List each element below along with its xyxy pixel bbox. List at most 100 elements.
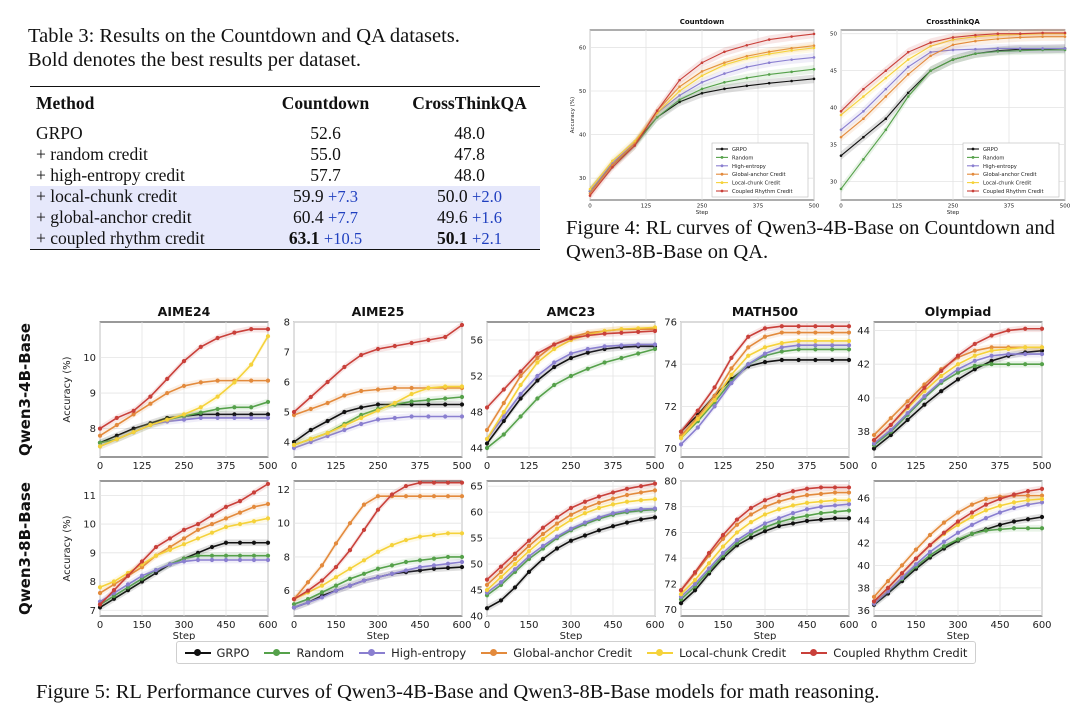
x-tick-label: 375 xyxy=(216,461,235,472)
header-method: Method xyxy=(36,92,95,113)
point-local-chunk-credit xyxy=(131,430,136,435)
point-random xyxy=(445,554,451,560)
point-local-chunk-credit xyxy=(619,327,624,332)
x-tick-label: 0 xyxy=(484,461,490,472)
point-coupled-rhythm-credit xyxy=(832,485,838,490)
point-local-chunk-credit xyxy=(638,498,644,503)
point-high-entropy xyxy=(832,503,838,508)
point-high-entropy xyxy=(913,562,919,567)
point-high-entropy xyxy=(678,442,684,447)
point-local-chunk-credit xyxy=(929,44,932,48)
point-random xyxy=(846,508,852,513)
mini-legend-dot xyxy=(971,181,975,185)
mini-legend-label: Global-anchor Credit xyxy=(732,172,786,178)
point-global-anchor-credit xyxy=(839,135,843,139)
point-local-chunk-credit xyxy=(484,436,490,442)
point-grpo xyxy=(839,154,843,157)
point-local-chunk-credit xyxy=(955,362,961,367)
point-high-entropy xyxy=(1023,351,1028,357)
y-tick-label: 5 xyxy=(284,408,290,419)
point-high-entropy xyxy=(535,373,540,379)
header-crossthinkqa: CrossThinkQA xyxy=(412,92,527,113)
mini-legend-label: Global-anchor Credit xyxy=(983,172,1037,178)
point-random xyxy=(955,370,961,375)
y-tick-label: 70 xyxy=(664,605,677,616)
point-coupled-rhythm-credit xyxy=(678,78,681,82)
point-high-entropy xyxy=(813,343,818,348)
y-tick-label: 80 xyxy=(664,477,677,488)
point-grpo xyxy=(111,596,117,601)
y-tick-label: 45 xyxy=(830,69,837,75)
point-global-anchor-credit xyxy=(518,373,523,379)
point-local-chunk-credit xyxy=(251,519,257,524)
point-local-chunk-credit xyxy=(906,58,910,61)
point-global-anchor-credit xyxy=(223,516,229,521)
point-high-entropy xyxy=(443,414,448,419)
legend-item: Coupled Rhythm Credit xyxy=(801,646,967,660)
y-tick-label: 56 xyxy=(470,336,483,347)
point-local-chunk-credit xyxy=(1025,498,1031,503)
point-coupled-rhythm-credit xyxy=(652,481,658,486)
point-high-entropy xyxy=(1025,502,1031,507)
y-tick-label: 42 xyxy=(857,360,870,371)
mini-legend-label: Local-chunk Credit xyxy=(983,181,1031,187)
point-high-entropy xyxy=(195,557,201,563)
point-coupled-rhythm-credit xyxy=(678,429,684,434)
point-coupled-rhythm-credit xyxy=(265,481,271,486)
point-high-entropy xyxy=(265,557,271,563)
point-local-chunk-credit xyxy=(97,585,103,590)
point-random xyxy=(198,410,203,415)
point-global-anchor-credit xyxy=(431,494,437,499)
x-tick-label: 250 xyxy=(755,461,774,472)
x-tick-label: 150 xyxy=(519,620,538,631)
point-global-anchor-credit xyxy=(818,491,824,496)
point-grpo xyxy=(989,358,994,363)
x-tick-label: 600 xyxy=(258,620,277,631)
point-coupled-rhythm-credit xyxy=(734,517,740,522)
point-random xyxy=(484,445,490,451)
point-high-entropy xyxy=(319,595,325,600)
point-random xyxy=(223,553,229,558)
qa-cell: 49.6 +1.6 xyxy=(399,207,540,228)
point-coupled-rhythm-credit xyxy=(1018,32,1022,35)
point-global-anchor-credit xyxy=(181,383,187,389)
point-global-anchor-credit xyxy=(526,543,532,549)
x-tick-label: 500 xyxy=(809,204,820,210)
point-random xyxy=(265,399,271,405)
point-coupled-rhythm-credit xyxy=(582,499,588,504)
x-tick-label: 500 xyxy=(258,461,277,472)
countdown-value: 55.0 xyxy=(310,144,341,164)
point-random xyxy=(125,585,131,590)
point-global-anchor-credit xyxy=(846,330,852,335)
point-local-chunk-credit xyxy=(678,435,684,441)
y-axis-label: Accuracy (%) xyxy=(62,515,73,581)
point-grpo xyxy=(678,100,681,104)
point-random xyxy=(906,95,910,98)
table-row: + coupled rhythm credit 63.1 +10.5 50.1 +2… xyxy=(30,228,540,249)
point-coupled-rhythm-credit xyxy=(846,324,852,329)
point-local-chunk-credit xyxy=(588,187,592,191)
point-coupled-rhythm-credit xyxy=(501,387,506,392)
point-local-chunk-credit xyxy=(734,530,740,535)
point-global-anchor-credit xyxy=(333,541,339,546)
method-cell: + coupled rhythm credit xyxy=(30,228,252,249)
point-grpo xyxy=(804,518,810,523)
point-global-anchor-credit xyxy=(610,496,616,501)
point-global-anchor-credit xyxy=(181,536,187,541)
chart-math500-4b: 70 72 74 76 0 125 250 375 500 MATH500 xyxy=(664,304,858,472)
point-local-chunk-credit xyxy=(729,372,734,377)
point-global-anchor-credit xyxy=(139,565,145,570)
point-grpo xyxy=(678,601,684,606)
point-local-chunk-credit xyxy=(445,531,451,536)
point-high-entropy xyxy=(712,404,717,409)
point-coupled-rhythm-credit xyxy=(1041,31,1044,35)
point-local-chunk-credit xyxy=(678,592,684,597)
point-high-entropy xyxy=(692,581,698,586)
point-local-chunk-credit xyxy=(767,52,771,56)
band-local-chunk-credit xyxy=(841,29,1065,120)
y-tick-label: 44 xyxy=(857,326,870,337)
point-coupled-rhythm-credit xyxy=(325,379,330,385)
band-random xyxy=(590,64,814,196)
point-local-chunk-credit xyxy=(700,74,704,78)
point-coupled-rhythm-credit xyxy=(884,69,888,72)
